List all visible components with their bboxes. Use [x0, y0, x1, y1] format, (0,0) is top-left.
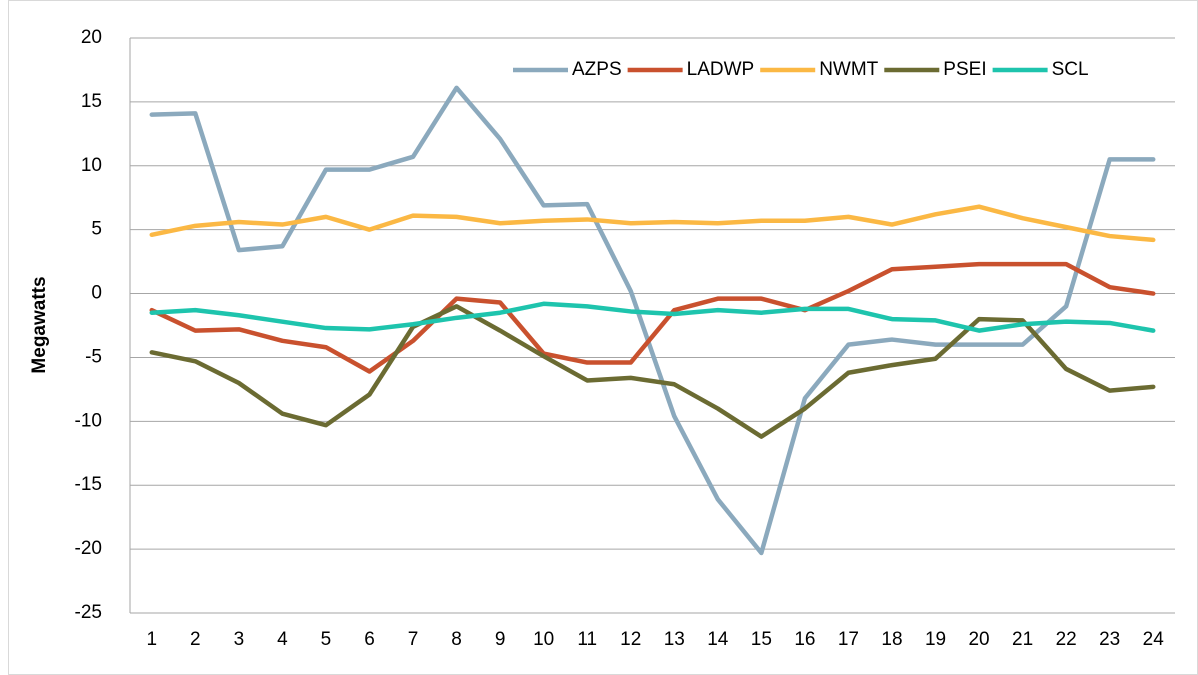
legend-label: LADWP	[687, 59, 755, 80]
x-tick-label: 22	[1056, 629, 1077, 650]
x-tick-label: 4	[277, 629, 288, 650]
x-tick-label: 20	[968, 629, 989, 650]
x-tick-label: 19	[925, 629, 946, 650]
x-tick-label: 2	[190, 629, 201, 650]
legend-label: SCL	[1052, 59, 1089, 80]
chart-border	[8, 0, 1198, 675]
x-tick-label: 15	[751, 629, 772, 650]
y-tick-label: -15	[75, 474, 102, 495]
y-axis-label: Megawatts	[29, 276, 50, 373]
series-line	[149, 204, 1156, 243]
legend-label: PSEI	[943, 59, 986, 80]
y-tick-label: -5	[85, 346, 102, 367]
series-line	[149, 301, 1156, 333]
x-tick-label: 17	[838, 629, 859, 650]
x-tick-label: 18	[881, 629, 902, 650]
x-tick-label: 13	[664, 629, 685, 650]
y-tick-label: 0	[91, 283, 102, 304]
x-tick-label: 9	[495, 629, 506, 650]
legend-label: NWMT	[819, 59, 878, 80]
y-tick-label: 15	[81, 91, 102, 112]
y-tick-label: 5	[91, 219, 102, 240]
x-tick-label: 1	[146, 629, 157, 650]
x-tick-label: 24	[1143, 629, 1165, 650]
x-tick-label: 5	[321, 629, 332, 650]
x-tick-label: 6	[364, 629, 375, 650]
y-tick-label: -10	[75, 410, 102, 431]
series-line	[149, 304, 1156, 439]
y-tick-label: 10	[81, 155, 102, 176]
x-tick-label: 11	[577, 629, 597, 650]
x-tick-label: 16	[794, 629, 815, 650]
x-tick-label: 3	[234, 629, 245, 650]
series-line	[149, 85, 1156, 556]
x-tick-label: 10	[533, 629, 554, 650]
legend-label: AZPS	[572, 59, 622, 80]
x-tick-label: 21	[1012, 629, 1033, 650]
series-line	[149, 261, 1156, 374]
x-tick-label: 7	[408, 629, 419, 650]
x-tick-label: 8	[451, 629, 462, 650]
x-tick-label: 12	[620, 629, 641, 650]
y-tick-label: -20	[75, 538, 102, 559]
x-tick-label: 14	[707, 629, 729, 650]
y-tick-label: -25	[75, 602, 102, 623]
x-tick-label: 23	[1099, 629, 1120, 650]
y-tick-label: 20	[81, 27, 102, 48]
